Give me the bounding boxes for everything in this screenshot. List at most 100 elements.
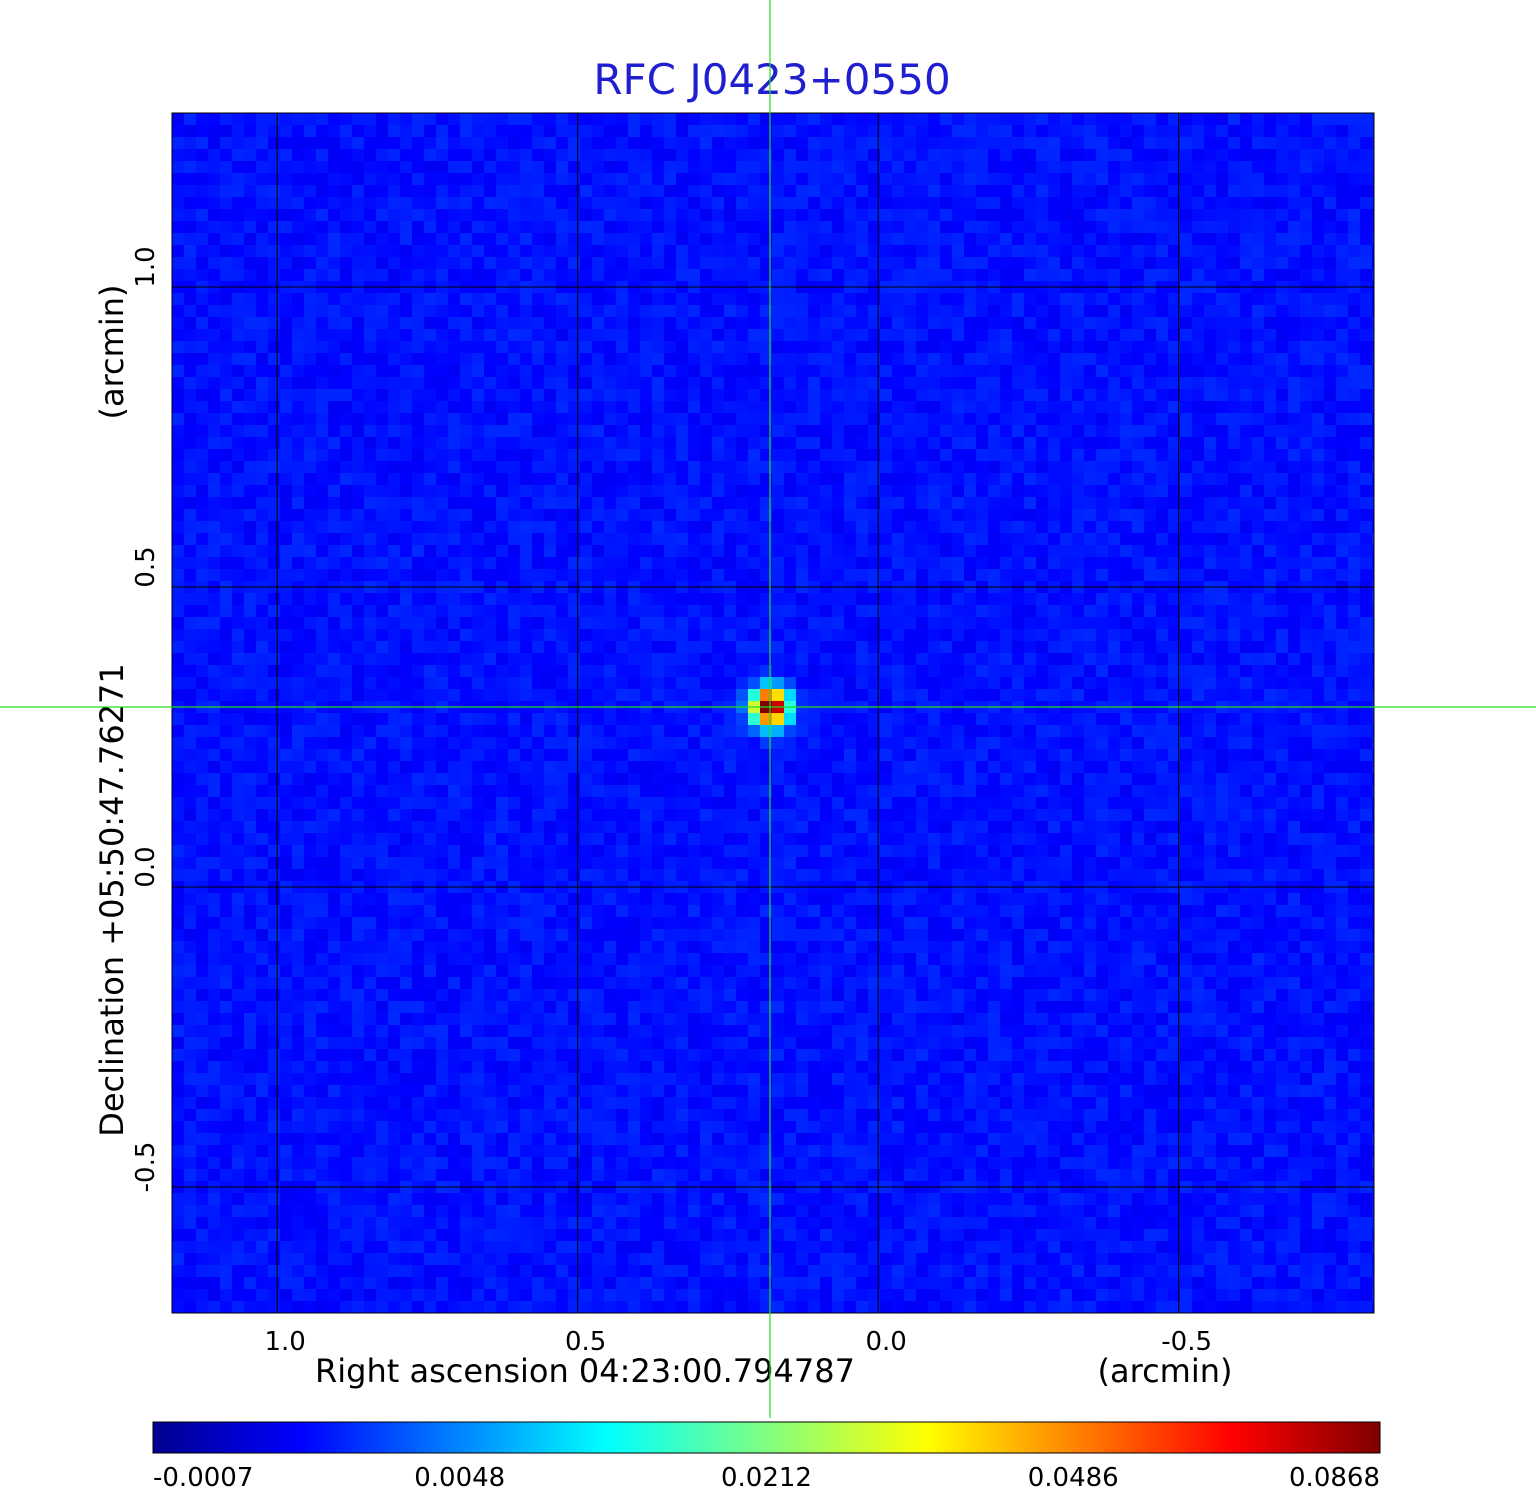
heatmap-cell xyxy=(448,473,460,485)
heatmap-cell xyxy=(1060,569,1072,581)
heatmap-cell xyxy=(1216,473,1228,485)
heatmap-cell xyxy=(1192,389,1204,401)
heatmap-cell xyxy=(796,449,808,461)
heatmap-cell xyxy=(844,629,856,641)
heatmap-cell xyxy=(388,389,400,401)
heatmap-cell xyxy=(184,125,196,137)
heatmap-cell xyxy=(544,653,556,665)
heatmap-cell xyxy=(256,605,268,617)
heatmap-cell xyxy=(808,161,820,173)
heatmap-cell xyxy=(244,413,256,425)
heatmap-cell xyxy=(256,485,268,497)
heatmap-cell xyxy=(916,641,928,653)
heatmap-cell xyxy=(544,485,556,497)
heatmap-cell xyxy=(364,509,376,521)
heatmap-cell xyxy=(568,317,580,329)
heatmap-cell xyxy=(1024,557,1036,569)
heatmap-cell xyxy=(640,473,652,485)
heatmap-cell xyxy=(1036,365,1048,377)
heatmap-cell xyxy=(412,677,424,689)
heatmap-cell xyxy=(916,113,928,125)
heatmap-cell xyxy=(640,353,652,365)
heatmap-cell xyxy=(868,149,880,161)
heatmap-cell xyxy=(268,113,280,125)
heatmap-cell xyxy=(1348,353,1360,365)
heatmap-cell xyxy=(952,689,964,701)
heatmap-cell xyxy=(340,305,352,317)
heatmap-cell xyxy=(556,437,568,449)
heatmap-cell xyxy=(784,497,796,509)
heatmap-cell xyxy=(676,329,688,341)
heatmap-cell xyxy=(1144,485,1156,497)
heatmap-cell xyxy=(1228,533,1240,545)
heatmap-cell xyxy=(1012,689,1024,701)
heatmap-cell xyxy=(976,209,988,221)
heatmap-cell xyxy=(1180,257,1192,269)
heatmap-cell xyxy=(964,329,976,341)
heatmap-cell xyxy=(1216,185,1228,197)
heatmap-cell xyxy=(844,689,856,701)
heatmap-cell xyxy=(508,329,520,341)
heatmap-cell xyxy=(1216,593,1228,605)
heatmap-cell xyxy=(1336,689,1348,701)
heatmap-cell xyxy=(196,149,208,161)
heatmap-cell xyxy=(1336,665,1348,677)
heatmap-cell xyxy=(484,149,496,161)
heatmap-cell xyxy=(616,665,628,677)
heatmap-cell xyxy=(1276,125,1288,137)
heatmap-cell xyxy=(844,305,856,317)
heatmap-cell xyxy=(436,197,448,209)
heatmap-cell xyxy=(1036,461,1048,473)
heatmap-cell xyxy=(1204,413,1216,425)
heatmap-cell xyxy=(892,257,904,269)
heatmap-cell xyxy=(1024,389,1036,401)
heatmap-cell xyxy=(1180,197,1192,209)
heatmap-cell xyxy=(1324,449,1336,461)
heatmap-cell xyxy=(808,413,820,425)
heatmap-cell xyxy=(940,425,952,437)
heatmap-cell xyxy=(532,425,544,437)
heatmap-cell xyxy=(316,497,328,509)
heatmap-cell xyxy=(616,497,628,509)
heatmap-cell xyxy=(1372,629,1374,641)
heatmap-cell xyxy=(1156,365,1168,377)
heatmap-cell xyxy=(1084,461,1096,473)
heatmap-cell xyxy=(1156,245,1168,257)
heatmap-cell xyxy=(424,185,436,197)
heatmap-cell xyxy=(400,365,412,377)
heatmap-cell xyxy=(724,317,736,329)
heatmap-cell xyxy=(940,317,952,329)
heatmap-cell xyxy=(736,293,748,305)
heatmap-cell xyxy=(700,521,712,533)
heatmap-cell xyxy=(316,317,328,329)
heatmap-cell xyxy=(1240,473,1252,485)
heatmap-cell xyxy=(580,401,592,413)
heatmap-cell xyxy=(1312,557,1324,569)
heatmap-cell xyxy=(460,389,472,401)
heatmap-cell xyxy=(172,305,184,317)
heatmap-cell xyxy=(1324,593,1336,605)
heatmap-cell xyxy=(544,401,556,413)
heatmap-cell xyxy=(1372,257,1374,269)
heatmap-cell xyxy=(1300,485,1312,497)
heatmap-cell xyxy=(304,533,316,545)
heatmap-cell xyxy=(484,401,496,413)
heatmap-cell xyxy=(316,293,328,305)
heatmap-cell xyxy=(604,545,616,557)
heatmap-cell xyxy=(544,437,556,449)
heatmap-cell xyxy=(580,125,592,137)
heatmap-cell xyxy=(892,665,904,677)
heatmap-cell xyxy=(256,269,268,281)
heatmap-cell xyxy=(964,197,976,209)
heatmap-cell xyxy=(808,317,820,329)
heatmap-cell xyxy=(832,137,844,149)
heatmap-cell xyxy=(1312,293,1324,305)
heatmap-cell xyxy=(400,677,412,689)
heatmap-cell xyxy=(328,497,340,509)
heatmap-cell xyxy=(856,653,868,665)
heatmap-cell xyxy=(436,521,448,533)
heatmap-cell xyxy=(256,329,268,341)
heatmap-cell xyxy=(1144,437,1156,449)
heatmap-cell xyxy=(1012,449,1024,461)
heatmap-cell xyxy=(196,221,208,233)
